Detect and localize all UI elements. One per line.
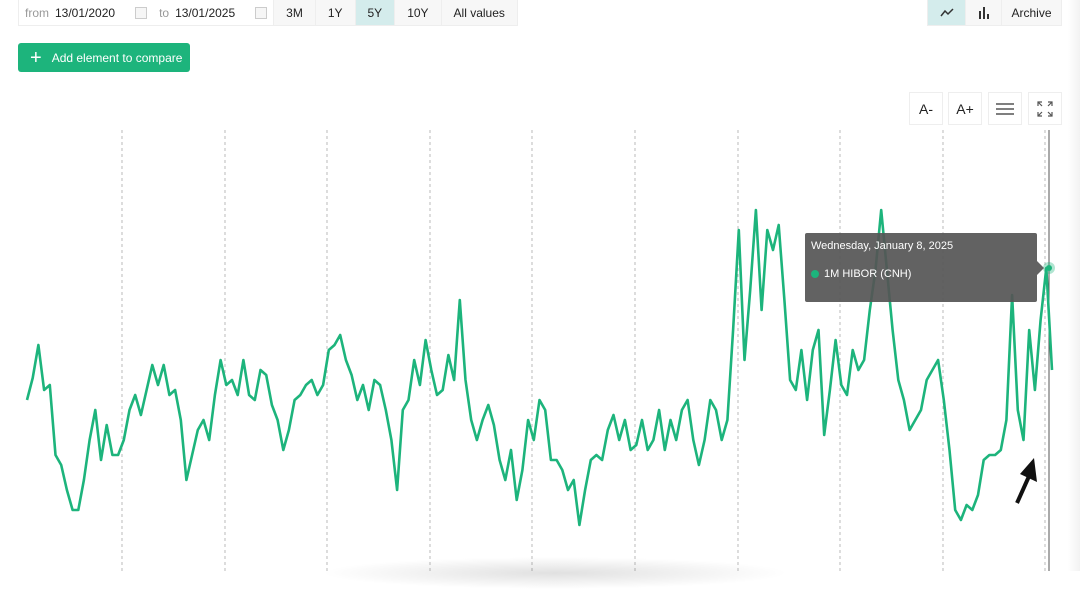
bottom-shadow xyxy=(320,557,790,589)
expand-icon[interactable] xyxy=(1028,92,1062,125)
from-date-value[interactable]: 13/01/2020 xyxy=(55,5,116,20)
add-element-to-compare-button[interactable]: + Add element to compare xyxy=(18,43,190,72)
right-edge xyxy=(1068,0,1080,571)
tooltip-series-name: 1M HIBOR (CNH) xyxy=(824,268,912,280)
tooltip-date: Wednesday, January 8, 2025 xyxy=(811,240,954,252)
to-label: to xyxy=(159,5,170,20)
arrow-shaft xyxy=(1015,473,1032,504)
range-all-button[interactable]: All values xyxy=(440,0,517,25)
bar-chart-icon[interactable] xyxy=(965,0,1001,25)
range-3m-button[interactable]: 3M xyxy=(273,0,315,25)
to-date-value[interactable]: 13/01/2025 xyxy=(175,5,236,20)
range-1y-button[interactable]: 1Y xyxy=(314,0,355,25)
calendar-icon[interactable] xyxy=(255,6,268,19)
font-larger-button[interactable]: A+ xyxy=(948,92,982,125)
from-date-field[interactable]: from 13/01/2020 xyxy=(19,0,153,25)
range-10y-button[interactable]: 10Y xyxy=(394,0,441,25)
arrow-head xyxy=(1020,458,1037,482)
plus-icon: + xyxy=(30,46,42,69)
arrow-annotation xyxy=(1015,458,1037,504)
line-chart-icon[interactable] xyxy=(928,0,965,25)
font-smaller-button[interactable]: A- xyxy=(909,92,943,125)
from-label: from xyxy=(25,5,49,20)
calendar-icon[interactable] xyxy=(135,6,148,19)
line-chart[interactable] xyxy=(0,0,1080,571)
add-compare-label: Add element to compare xyxy=(51,50,183,65)
hover-point xyxy=(1046,265,1052,271)
range-5y-button[interactable]: 5Y xyxy=(354,0,395,25)
to-date-field[interactable]: to 13/01/2025 xyxy=(153,0,273,25)
chart-tooltip: Wednesday, January 8, 2025 1M HIBOR (CNH… xyxy=(805,233,1044,302)
series-line-1m-hibor-cnh xyxy=(25,208,1054,527)
archive-button[interactable]: Archive xyxy=(1001,0,1061,25)
chart-type-toolbar: Archive xyxy=(927,0,1062,26)
series-color-dot xyxy=(811,270,819,278)
hamburger-icon[interactable] xyxy=(988,92,1022,125)
date-range-toolbar: from 13/01/2020 to 13/01/2025 3M 1Y 5Y 1… xyxy=(18,0,518,26)
